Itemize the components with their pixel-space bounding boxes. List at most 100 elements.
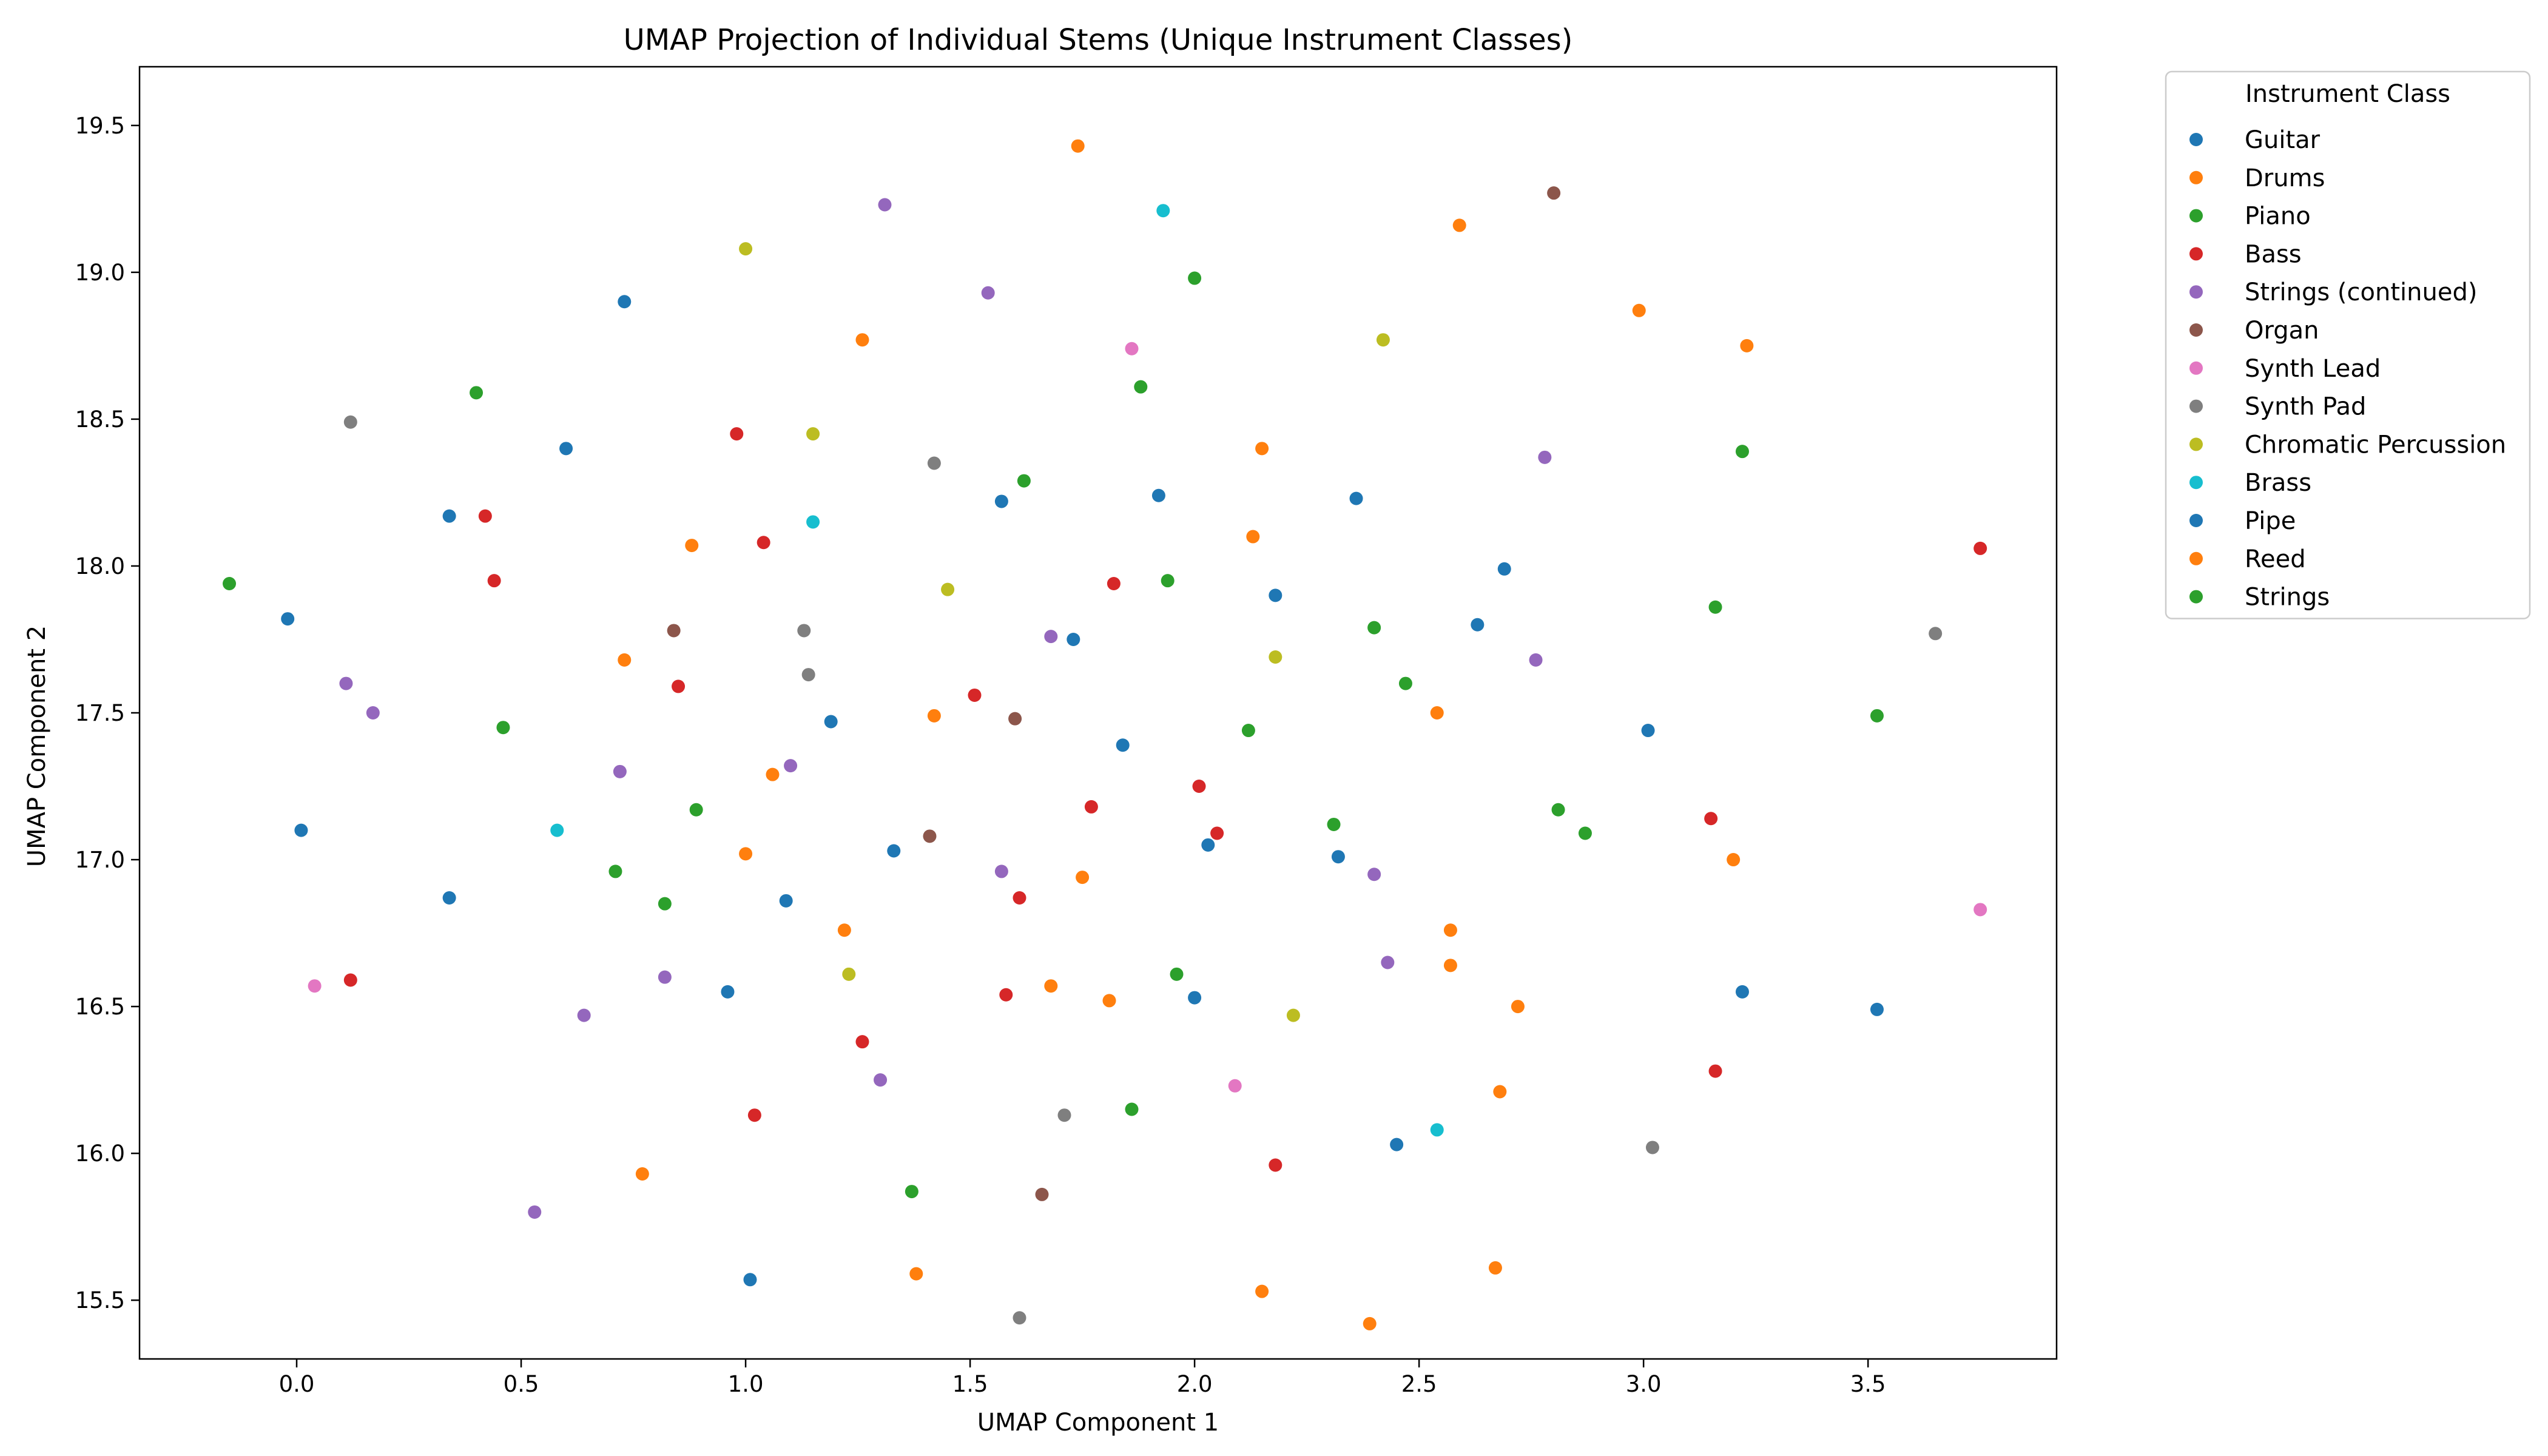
data-point [1035, 1187, 1049, 1201]
data-point [994, 494, 1008, 508]
series-synth-pad [343, 415, 1943, 1325]
data-point [528, 1205, 542, 1219]
data-point [837, 923, 851, 937]
legend-label: Strings [2245, 584, 2330, 612]
data-point [658, 897, 672, 911]
data-point [1269, 588, 1282, 602]
legend-marker [2189, 133, 2203, 146]
data-point [1578, 826, 1592, 840]
data-point [1116, 738, 1130, 752]
data-point [658, 970, 672, 984]
data-point [1641, 724, 1655, 738]
data-point [496, 721, 510, 735]
data-point [1381, 956, 1395, 969]
data-point [1488, 1261, 1502, 1275]
series-organ [667, 186, 1561, 1201]
data-point [927, 709, 941, 723]
x-tick-label: 2.5 [1401, 1371, 1437, 1397]
data-point [999, 988, 1013, 1002]
legend-label: Organ [2245, 317, 2319, 345]
data-point [779, 894, 793, 908]
data-point [1497, 562, 1511, 576]
data-point [874, 1073, 888, 1087]
y-tick-label: 19.5 [75, 113, 125, 139]
data-point [442, 891, 456, 905]
data-point [478, 509, 492, 523]
data-point [842, 967, 856, 981]
legend-marker [2189, 551, 2203, 565]
x-tick-label: 0.5 [504, 1371, 539, 1397]
data-point [1057, 1108, 1071, 1122]
data-point [1161, 574, 1175, 588]
data-point [855, 1035, 869, 1049]
data-point [343, 415, 357, 429]
data-point [1044, 979, 1058, 993]
data-point [308, 979, 322, 993]
plot-area [138, 66, 2058, 1360]
data-point [1255, 1284, 1269, 1298]
data-point [1192, 780, 1206, 794]
data-point [1084, 800, 1098, 814]
data-point [739, 847, 753, 861]
data-point [1269, 1158, 1282, 1172]
legend: Instrument Class Guitar Drums Piano Bass Stri… [2165, 70, 2531, 619]
legend-marker [2189, 476, 2203, 490]
data-point [618, 295, 632, 309]
data-point [559, 442, 573, 456]
data-point [281, 612, 295, 626]
data-point [1973, 541, 1987, 555]
data-point [1255, 442, 1269, 456]
data-point [1125, 1102, 1139, 1116]
y-tick-label: 18.0 [75, 553, 125, 579]
data-point [667, 624, 681, 638]
data-point [855, 333, 869, 347]
data-point [1188, 271, 1202, 285]
legend-marker [2189, 514, 2203, 527]
legend-label: Piano [2245, 203, 2311, 231]
data-point [1210, 826, 1224, 840]
legend-label: Bass [2245, 240, 2302, 268]
data-point [635, 1167, 649, 1181]
y-tick-label: 19.0 [75, 260, 125, 286]
data-point [1443, 923, 1457, 937]
data-point [1170, 967, 1184, 981]
legend-marker [2189, 361, 2203, 375]
data-point [1134, 380, 1148, 394]
series-synth-lead [308, 342, 1987, 1093]
data-point [730, 427, 744, 441]
legend-label: Synth Lead [2245, 355, 2381, 383]
data-point [927, 456, 941, 470]
data-point [824, 715, 838, 729]
data-point [1241, 724, 1255, 738]
data-point [1156, 204, 1170, 218]
data-point [743, 1273, 757, 1287]
y-axis: 15.5 16.0 16.5 17.0 17.5 18.0 18.5 19.0 19.5 [75, 113, 140, 1313]
x-axis: 0.0 0.5 1.0 1.5 2.0 2.5 3.0 3.5 [279, 1359, 1886, 1397]
data-point [1008, 712, 1022, 726]
data-point [1269, 650, 1282, 664]
y-tick-label: 17.0 [75, 847, 125, 873]
data-point [1107, 577, 1121, 590]
data-point [339, 676, 353, 690]
data-point [608, 864, 622, 878]
data-point [806, 427, 820, 441]
data-point [1067, 632, 1080, 646]
data-point [1632, 303, 1646, 317]
data-point [1013, 1311, 1026, 1325]
data-point [1551, 803, 1565, 817]
data-point [1201, 838, 1215, 852]
data-point [1870, 1002, 1884, 1016]
data-point [1367, 868, 1381, 881]
data-point [618, 653, 632, 667]
legend-label: Synth Pad [2245, 393, 2366, 421]
data-point [1929, 627, 1943, 641]
data-point [343, 973, 357, 987]
data-point [1547, 186, 1561, 200]
data-point [1870, 709, 1884, 723]
data-point [1398, 676, 1412, 690]
data-point [1327, 817, 1341, 831]
legend-label: Pipe [2245, 507, 2296, 535]
data-point [1286, 1008, 1300, 1022]
